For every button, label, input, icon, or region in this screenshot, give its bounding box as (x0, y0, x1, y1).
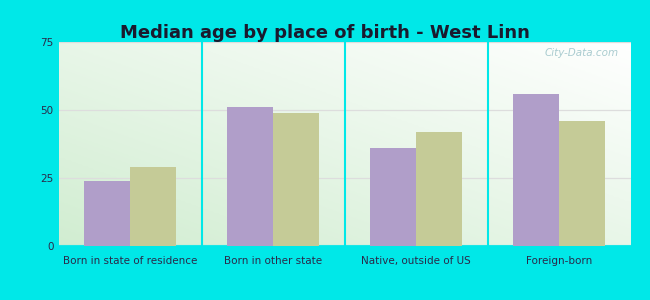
Bar (227, 107, 273, 246)
Bar (84, 181, 130, 246)
Bar (273, 113, 318, 246)
Text: Median age by place of birth - West Linn: Median age by place of birth - West Linn (120, 24, 530, 42)
Bar (559, 121, 604, 246)
Text: City-Data.com: City-Data.com (545, 48, 619, 58)
Bar (514, 94, 559, 246)
Bar (416, 132, 462, 246)
Bar (130, 167, 176, 246)
Bar (370, 148, 416, 246)
